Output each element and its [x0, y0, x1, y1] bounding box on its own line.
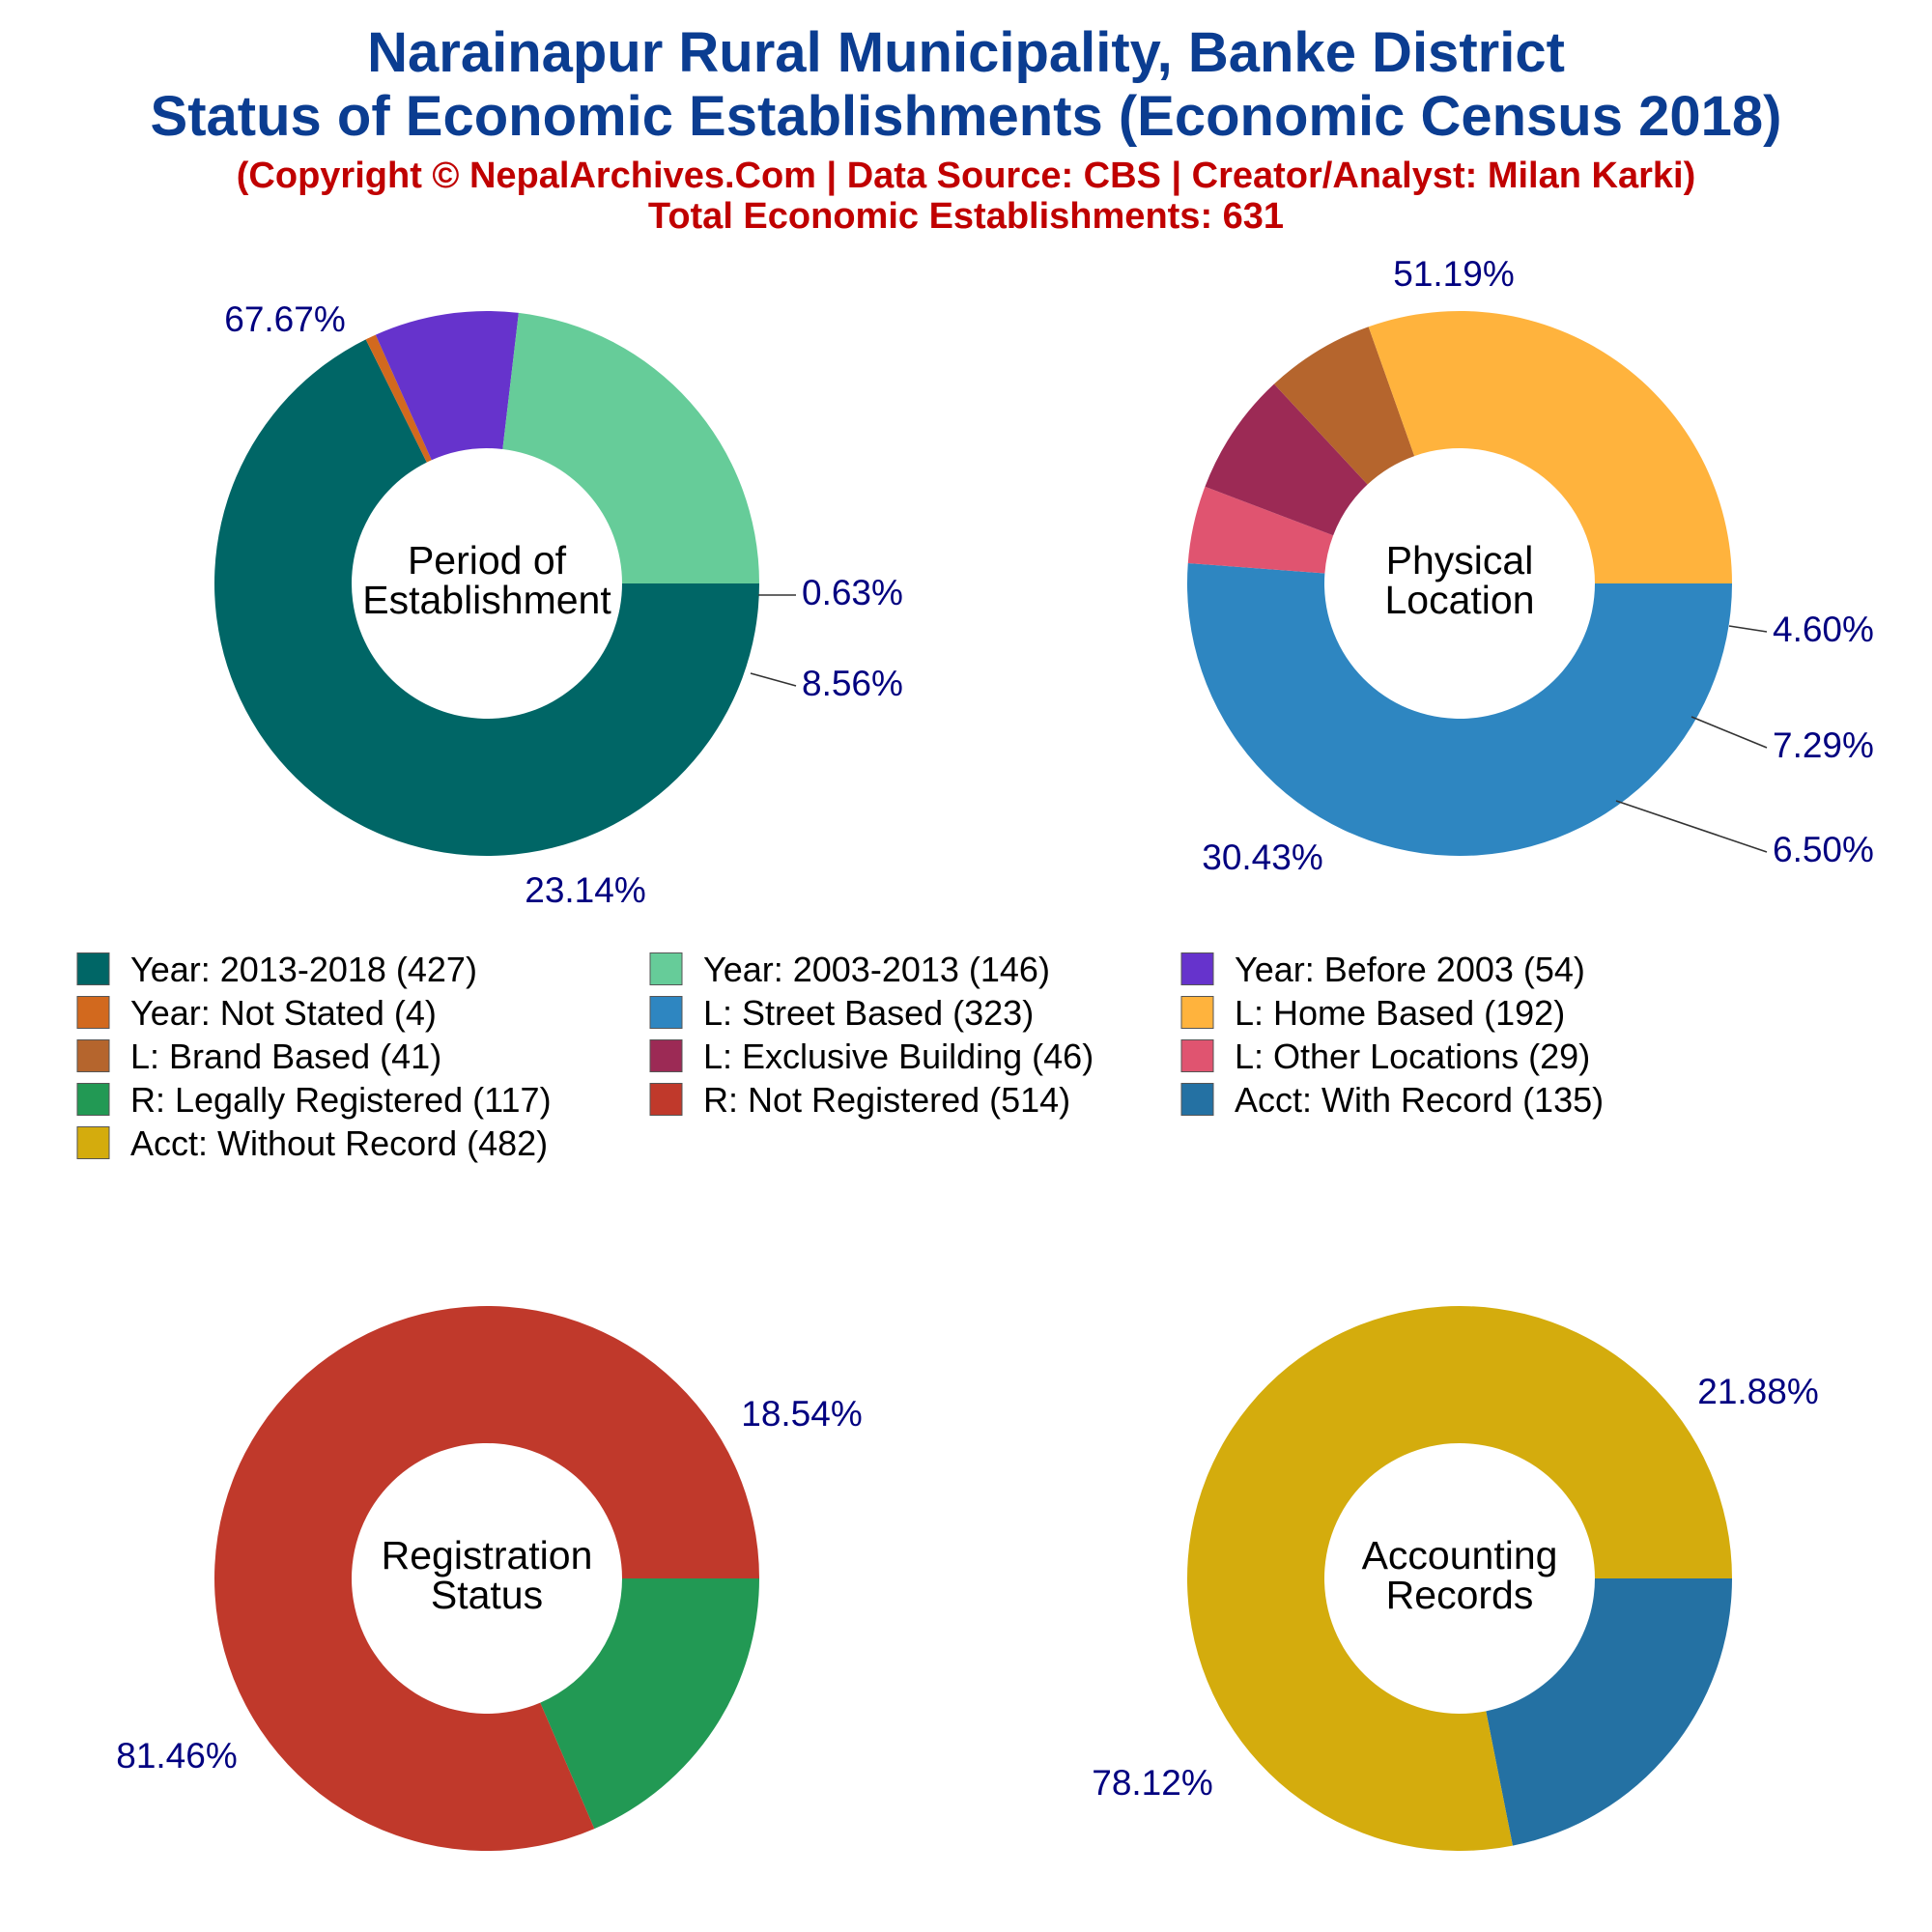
- donut-slice: [213, 1305, 759, 1851]
- legend-item: Year: 2013-2018 (427): [76, 950, 477, 989]
- legend-label: Acct: Without Record (482): [130, 1123, 548, 1163]
- donut-center-label: Records: [1386, 1573, 1534, 1617]
- legend-label: R: Legally Registered (117): [130, 1080, 552, 1120]
- legend-label: Year: Before 2003 (54): [1235, 950, 1585, 989]
- legend-item: R: Legally Registered (117): [76, 1080, 552, 1120]
- legend-item: R: Not Registered (514): [649, 1080, 1070, 1120]
- legend-swatch: [76, 1083, 110, 1116]
- slice-percent-label: 81.46%: [116, 1736, 238, 1776]
- donut-center-label: Physical: [1386, 538, 1534, 582]
- donut-slice: [1273, 327, 1415, 485]
- legend-swatch: [1180, 1039, 1214, 1072]
- label-leader-line: [750, 672, 797, 687]
- legend-swatch: [1180, 952, 1214, 985]
- legend-label: R: Not Registered (514): [703, 1080, 1070, 1120]
- legend-item: L: Brand Based (41): [76, 1037, 441, 1076]
- legend-item: Year: Before 2003 (54): [1180, 950, 1585, 989]
- donut-slice: [1186, 562, 1732, 857]
- slice-percent-label: 51.19%: [1393, 254, 1515, 294]
- label-leader-line: [1728, 625, 1768, 633]
- donut-slice: [1205, 384, 1368, 536]
- legend-item: L: Other Locations (29): [1180, 1037, 1590, 1076]
- slice-percent-label: 78.12%: [1092, 1763, 1213, 1803]
- total-establishments-text: Total Economic Establishments: 631: [648, 196, 1284, 237]
- legend-swatch: [1180, 1083, 1214, 1116]
- legend-label: L: Other Locations (29): [1235, 1037, 1590, 1076]
- legend-swatch: [76, 952, 110, 985]
- legend-label: Acct: With Record (135): [1235, 1080, 1604, 1120]
- donut-center-label: Status: [431, 1573, 543, 1617]
- slice-percent-label: 4.60%: [1773, 610, 1874, 649]
- donut-chart-1: 67.67% 0.63% 8.56% 23.14% Period ofEstablish…: [214, 299, 903, 910]
- donut-slice: [540, 1578, 759, 1830]
- donut-slice: [365, 334, 432, 463]
- donut-slice: [214, 339, 760, 857]
- donut-slice: [1368, 310, 1732, 583]
- slice-percent-label: 18.54%: [741, 1394, 863, 1434]
- label-leader-line: [1615, 800, 1768, 853]
- slice-percent-label: 0.63%: [802, 573, 903, 612]
- legend-item: Year: 2003-2013 (146): [649, 950, 1050, 989]
- legend-swatch: [76, 1126, 110, 1159]
- donut-center-label: Period of: [408, 538, 567, 582]
- donut-center-label: Accounting: [1362, 1533, 1558, 1577]
- slice-percent-label: 6.50%: [1773, 830, 1874, 869]
- donut-charts: 67.67% 0.63% 8.56% 23.14% Period ofEstablish…: [116, 254, 1874, 1852]
- legend-swatch: [76, 996, 110, 1029]
- legend-swatch: [649, 996, 683, 1029]
- donut-slice: [375, 311, 519, 461]
- slice-percent-label: 21.88%: [1697, 1372, 1819, 1411]
- legend-item: Acct: Without Record (482): [76, 1123, 548, 1163]
- legend-label: L: Brand Based (41): [130, 1037, 441, 1076]
- chart-title-line1: Narainapur Rural Municipality, Banke Dis…: [367, 21, 1565, 84]
- legend-swatch: [649, 1083, 683, 1116]
- label-leader-line: [1690, 716, 1768, 749]
- legend-label: L: Home Based (192): [1235, 993, 1565, 1033]
- slice-percent-label: 23.14%: [525, 870, 646, 910]
- legend-label: Year: Not Stated (4): [130, 993, 437, 1033]
- slice-percent-label: 67.67%: [224, 299, 346, 339]
- slice-percent-label: 7.29%: [1773, 725, 1874, 765]
- donut-center-label: Location: [1384, 578, 1534, 622]
- donut-slice: [502, 312, 760, 583]
- legend-label: Year: 2003-2013 (146): [703, 950, 1050, 989]
- legend-label: L: Street Based (323): [703, 993, 1034, 1033]
- legend-item: L: Home Based (192): [1180, 993, 1565, 1033]
- chart-title-line2: Status of Economic Establishments (Econo…: [151, 85, 1782, 148]
- legend: Year: 2013-2018 (427) Year: 2003-2013 (14…: [76, 950, 1604, 1163]
- copyright-text: (Copyright © NepalArchives.Com | Data So…: [237, 156, 1695, 196]
- legend-item: Acct: With Record (135): [1180, 1080, 1604, 1120]
- donut-center-label: Registration: [382, 1533, 593, 1577]
- legend-label: L: Exclusive Building (46): [703, 1037, 1094, 1076]
- donut-slice: [1187, 486, 1334, 574]
- slice-percent-label: 8.56%: [802, 664, 903, 703]
- legend-swatch: [649, 1039, 683, 1072]
- legend-item: Year: Not Stated (4): [76, 993, 437, 1033]
- legend-item: L: Street Based (323): [649, 993, 1034, 1033]
- legend-swatch: [649, 952, 683, 985]
- donut-slice: [1186, 1306, 1732, 1852]
- legend-swatch: [76, 1039, 110, 1072]
- donut-chart-2: 51.19% 4.60% 7.29% 6.50% 30.43% PhysicalLocat…: [1186, 254, 1874, 877]
- slice-percent-label: 30.43%: [1202, 838, 1323, 877]
- legend-item: L: Exclusive Building (46): [649, 1037, 1094, 1076]
- donut-slice: [1486, 1578, 1732, 1846]
- legend-swatch: [1180, 996, 1214, 1029]
- donut-center-label: Establishment: [362, 578, 611, 622]
- legend-label: Year: 2013-2018 (427): [130, 950, 477, 989]
